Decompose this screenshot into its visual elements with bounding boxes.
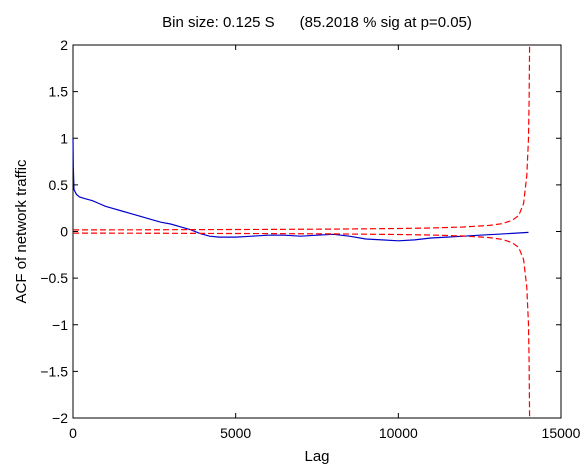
series-line-2 — [72, 232, 531, 419]
y-tick-label: 0 — [60, 224, 68, 240]
plot-area — [72, 44, 562, 419]
chart-title: Bin size: 0.125 S (85.2018 % sig at p=0.… — [162, 14, 472, 31]
tick-layer: 0 5000 10000 15000 −2 −1.5 −1 −0.5 0 0.5 1 1.5 2 — [40, 37, 580, 441]
series-line-0 — [72, 138, 529, 242]
y-tick-label: −1.5 — [40, 363, 68, 379]
y-axis-label: ACF of network traffic — [13, 159, 30, 303]
y-tick-label: 0.5 — [49, 177, 69, 193]
series-layer — [72, 44, 531, 419]
y-tick-label: −1 — [52, 317, 68, 333]
y-tick-label: 2 — [60, 37, 68, 53]
x-tick-label: 0 — [69, 425, 77, 441]
x-tick-label: 5000 — [220, 425, 251, 441]
y-tick-label: −0.5 — [40, 270, 68, 286]
x-tick-label: 10000 — [379, 425, 418, 441]
series-line-1 — [72, 44, 531, 231]
x-axis-label: Lag — [304, 448, 329, 465]
y-tick-label: 1.5 — [49, 84, 69, 100]
x-tick-label: 15000 — [542, 425, 581, 441]
y-tick-label: −2 — [52, 410, 68, 426]
y-tick-label: 1 — [60, 130, 68, 146]
